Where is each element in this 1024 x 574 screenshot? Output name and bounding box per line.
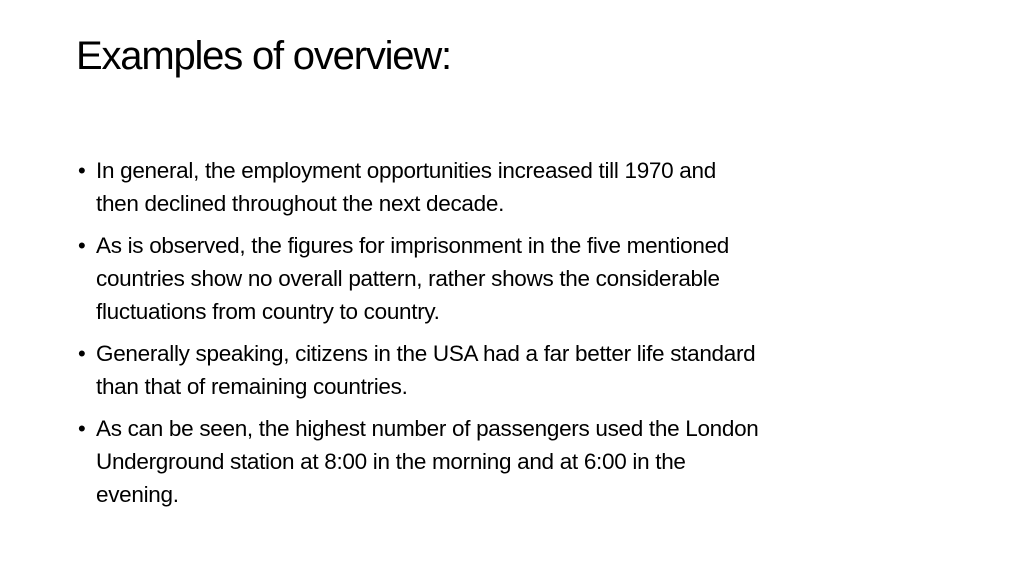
bullet-text-line: than that of remaining countries.: [96, 374, 408, 399]
bullet-text-line: evening.: [96, 482, 179, 507]
bullet-dot: •: [78, 158, 86, 183]
bullet-text-line: fluctuations from country to country.: [96, 299, 440, 324]
bullet-list: • In general, the employment opportunitie…: [76, 154, 976, 520]
bullet-dot: •: [78, 416, 86, 441]
bullet-dot: •: [78, 341, 86, 366]
slide-title: Examples of overview:: [76, 34, 452, 78]
bullet-text-line: countries show no overall pattern, rathe…: [96, 266, 720, 291]
bullet-text-line: then declined throughout the next decade…: [96, 191, 505, 216]
bullet-text-line: Underground station at 8:00 in the morni…: [96, 449, 686, 474]
bullet-item: • Generally speaking, citizens in the USA…: [76, 337, 976, 403]
bullet-text-line: Generally speaking, citizens in the USA …: [96, 341, 756, 366]
bullet-text-line: As can be seen, the highest number of pa…: [96, 416, 759, 441]
bullet-text-line: In general, the employment opportunities…: [96, 158, 716, 183]
bullet-text-line: As is observed, the figures for imprison…: [96, 233, 730, 258]
bullet-dot: •: [78, 233, 86, 258]
bullet-item: • As is observed, the figures for impriso…: [76, 229, 976, 328]
bullet-item: • As can be seen, the highest number of p…: [76, 412, 976, 511]
bullet-item: • In general, the employment opportunitie…: [76, 154, 976, 220]
